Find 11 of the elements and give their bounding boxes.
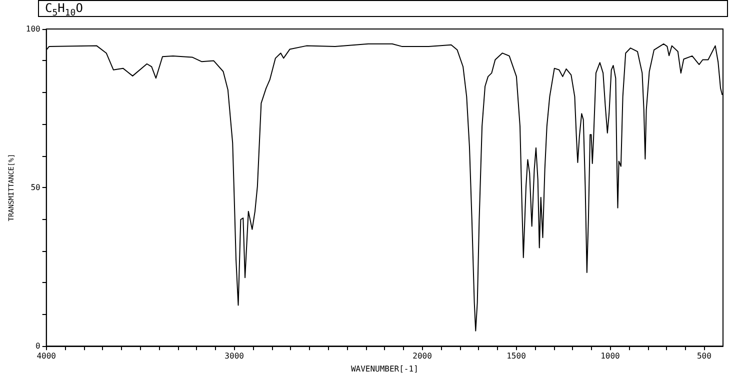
x-tick-label: 3000 <box>224 352 244 361</box>
y-tick-label: 50 <box>30 183 41 192</box>
chart-title: C$_{5}$H$_{10}$O <box>38 0 728 18</box>
y-tick-label: 0 <box>36 342 41 351</box>
x-tick-label: 1000 <box>600 352 620 361</box>
y-tick-label: 100 <box>26 24 41 34</box>
x-tick-label: 500 <box>696 352 712 361</box>
x-tick-label: 1500 <box>506 352 526 361</box>
x-tick-label: 4000 <box>36 352 56 361</box>
x-tick-label: 2000 <box>412 352 432 361</box>
x-axis-title: WAVENUMBER[-1] <box>350 364 418 374</box>
